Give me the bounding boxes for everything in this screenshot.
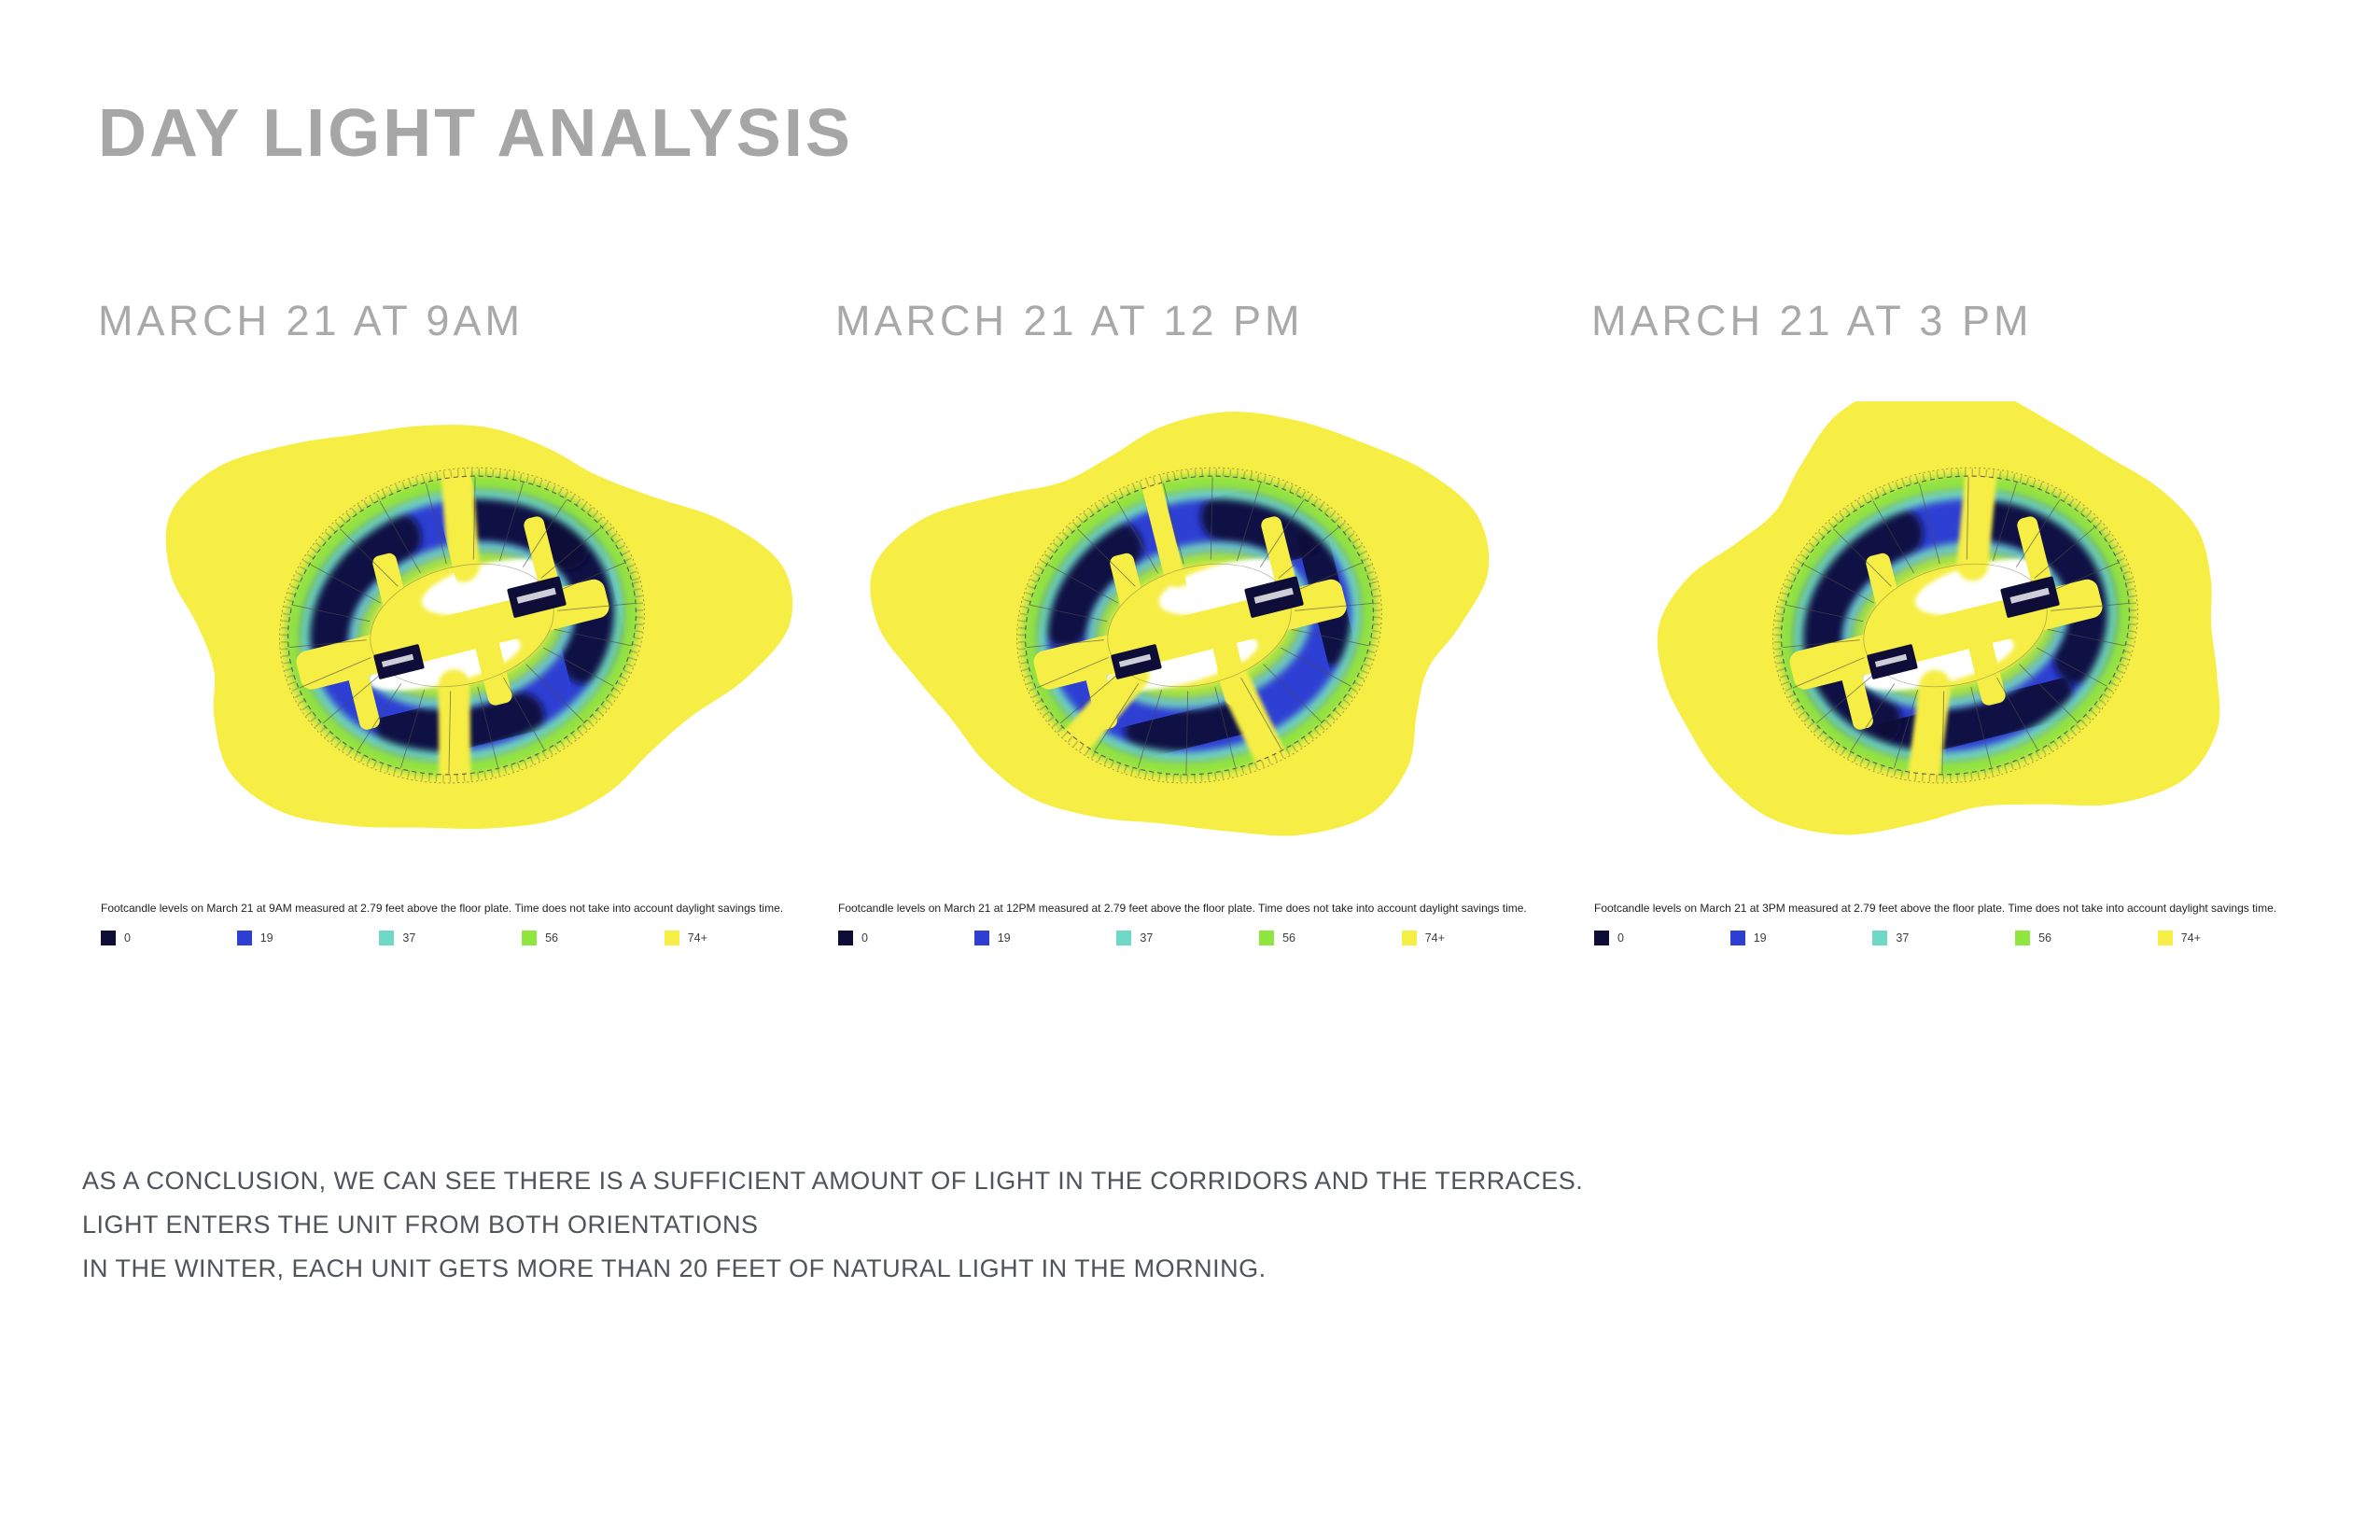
- legend-label: 19: [997, 931, 1011, 945]
- legend-label: 0: [1617, 931, 1624, 945]
- legend-swatch: [664, 931, 679, 945]
- legend-swatch: [1729, 931, 1745, 945]
- panel-heading: MARCH 21 AT 12 PM: [835, 297, 1304, 344]
- legend-item: 19: [973, 931, 1011, 945]
- legend-item: 37: [1116, 931, 1153, 945]
- legend-item: 56: [522, 931, 558, 945]
- daylight-heatmap-12pm: [870, 411, 1490, 836]
- legend-swatch: [101, 931, 116, 945]
- legend-label: 74+: [2180, 931, 2201, 945]
- daylight-heatmap-3pm: [1657, 401, 2220, 835]
- legend-label: 19: [259, 931, 273, 945]
- daylight-heatmap-9am: [165, 425, 793, 830]
- legend-label: 37: [1896, 931, 1910, 945]
- legend-item: 37: [379, 931, 415, 945]
- legend-item: 37: [1872, 931, 1909, 945]
- conclusion-line-2: LIGHT ENTERS THE UNIT FROM BOTH ORIENTAT…: [82, 1211, 759, 1239]
- figure-caption: Footcandle levels on March 21 at 9AM mea…: [101, 902, 784, 915]
- legend-swatch: [1872, 931, 1888, 945]
- legend-label: 56: [2038, 931, 2051, 945]
- legend-label: 56: [1282, 931, 1295, 945]
- legend: 0 19 37 56 74+: [1594, 931, 2201, 945]
- legend-swatch: [379, 931, 395, 945]
- legend-item: 74+: [1401, 931, 1445, 945]
- legend-item: 56: [1259, 931, 1295, 945]
- conclusion-line-1: AS A CONCLUSION, WE CAN SEE THERE IS A S…: [82, 1167, 1584, 1195]
- legend-item: 0: [1594, 931, 1624, 945]
- legend: 0 19 37 56 74+: [838, 931, 1445, 945]
- legend-label: 56: [545, 931, 558, 945]
- legend: 0 19 37 56 74+: [101, 931, 707, 945]
- legend-label: 0: [124, 931, 131, 945]
- legend-swatch: [838, 931, 853, 945]
- legend-item: 74+: [2157, 931, 2201, 945]
- panel-3pm: MARCH 21 AT 3 PM Footcandle levels on Ma…: [1591, 297, 2310, 945]
- legend-label: 19: [1753, 931, 1767, 945]
- legend-item: 0: [838, 931, 868, 945]
- legend-swatch: [1116, 931, 1132, 945]
- legend-swatch: [236, 931, 252, 945]
- legend-swatch: [522, 931, 538, 945]
- legend-item: 74+: [664, 931, 707, 945]
- legend-item: 19: [1729, 931, 1767, 945]
- figure-caption: Footcandle levels on March 21 at 3PM mea…: [1594, 902, 2277, 915]
- panel-12pm: MARCH 21 AT 12 PM Footcandle levels on M…: [835, 297, 1554, 945]
- legend-swatch: [1594, 931, 1609, 945]
- panel-heading: MARCH 21 AT 9AM: [98, 297, 524, 344]
- legend-swatch: [2015, 931, 2031, 945]
- legend-label: 74+: [687, 931, 707, 945]
- legend-swatch: [973, 931, 989, 945]
- legend-swatch: [1401, 931, 1417, 945]
- conclusion-text: AS A CONCLUSION, WE CAN SEE THERE IS A S…: [82, 1159, 1583, 1291]
- legend-label: 74+: [1424, 931, 1445, 945]
- panel-heading: MARCH 21 AT 3 PM: [1591, 297, 2033, 344]
- legend-label: 37: [1140, 931, 1154, 945]
- legend-swatch: [1259, 931, 1275, 945]
- page-title: DAY LIGHT ANALYSIS: [98, 96, 853, 171]
- legend-item: 0: [101, 931, 131, 945]
- panel-9am: MARCH 21 AT 9AM Footcandle levels on Mar…: [98, 297, 817, 945]
- legend-item: 56: [2015, 931, 2051, 945]
- legend-item: 19: [236, 931, 273, 945]
- legend-swatch: [2157, 931, 2173, 945]
- legend-label: 0: [861, 931, 868, 945]
- figure-caption: Footcandle levels on March 21 at 12PM me…: [838, 902, 1527, 915]
- legend-label: 37: [402, 931, 416, 945]
- conclusion-line-3: IN THE WINTER, EACH UNIT GETS MORE THAN …: [82, 1254, 1267, 1282]
